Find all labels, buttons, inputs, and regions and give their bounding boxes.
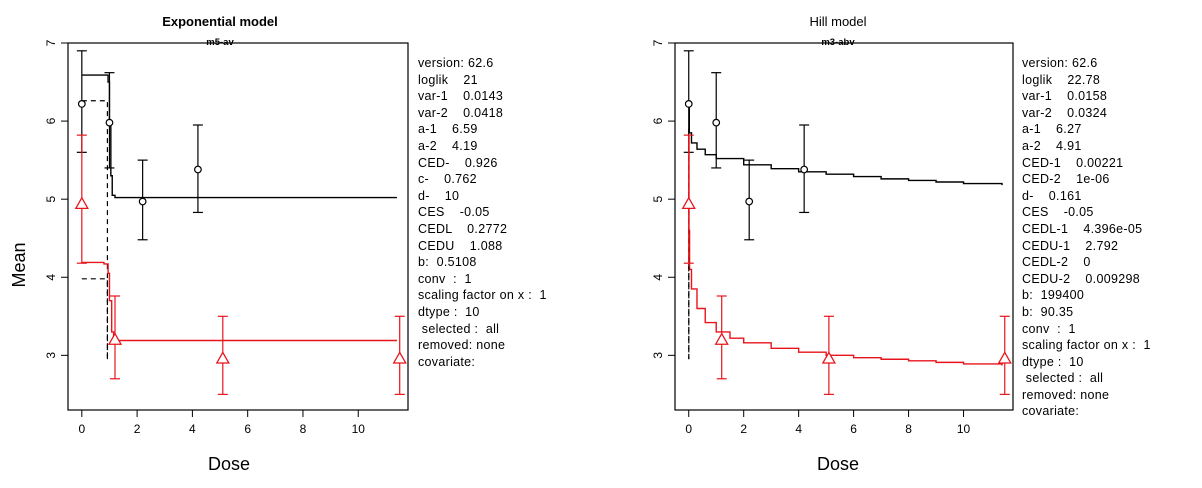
data-point [681, 196, 696, 210]
plot-area: 0 2 4 6 8 10 3 4 5 6 7 [44, 39, 409, 436]
x-tick-label: 4 [189, 422, 196, 436]
y-tick-label: 6 [44, 117, 58, 124]
y-tick-label: 3 [651, 352, 665, 359]
y-tick-label: 4 [44, 274, 58, 281]
y-tick-label: 7 [651, 39, 665, 46]
data-point [745, 197, 754, 206]
summary-line: conv : 1 [1022, 321, 1076, 336]
summary-line: c- 0.762 [418, 172, 477, 187]
y-tick-label: 7 [44, 39, 58, 46]
right-model-summary: version: 62.6 loglik 22.78 var-1 0.0158 var… [1022, 55, 1151, 420]
summary-line: CEDL 0.2772 [418, 221, 508, 236]
data-point [714, 332, 729, 345]
summary-line: CED- 0.926 [418, 155, 498, 170]
y-tick-label: 4 [651, 274, 665, 281]
summary-line: a-1 6.27 [1022, 122, 1082, 137]
summary-line: scaling factor on x : 1 [1022, 338, 1151, 353]
summary-line: dtype : 10 [1022, 354, 1084, 369]
summary-line: CEDU 1.088 [418, 238, 503, 253]
summary-line: var-2 0.0418 [418, 105, 504, 120]
x-tick-label: 2 [134, 422, 141, 436]
summary-line: var-2 0.0324 [1022, 105, 1108, 120]
summary-line: b: 0.5108 [418, 255, 477, 270]
data-point [684, 100, 693, 108]
data-point [74, 196, 89, 210]
summary-line: d- 0.161 [1022, 188, 1082, 203]
summary-line: b: 90.35 [1022, 304, 1074, 319]
y-tick-label: 5 [651, 196, 665, 203]
data-point [194, 165, 202, 174]
summary-line: CEDU-1 2.792 [1022, 238, 1119, 253]
fitted-curve [81, 261, 397, 342]
data-point [107, 332, 123, 345]
chart-title: Exponential model [162, 14, 278, 29]
summary-line: b: 199400 [1022, 288, 1085, 303]
left-model-summary: version: 62.6 loglik 21 var-1 0.0143 var-2 … [418, 55, 547, 370]
plot-frame [674, 42, 1014, 411]
summary-line: CEDL-1 4.396e-05 [1022, 221, 1143, 236]
ced-dashed-line [81, 278, 109, 360]
data-point [215, 351, 230, 364]
summary-line: version: 62.6 [418, 56, 494, 70]
summary-line: var-1 0.0158 [1022, 89, 1108, 104]
summary-line: CES -0.05 [418, 205, 490, 220]
summary-line: var-1 0.0143 [418, 89, 504, 104]
y-tick-label: 5 [44, 196, 58, 203]
fitted-curve [81, 74, 397, 199]
summary-line: dtype : 10 [418, 304, 480, 319]
summary-line: a-2 4.91 [1022, 138, 1082, 153]
summary-line: CEDL-2 0 [1022, 255, 1091, 270]
summary-line: removed: none [418, 338, 506, 353]
summary-line: CEDU-2 0.009298 [1022, 271, 1140, 286]
x-tick-label: 6 [850, 422, 857, 436]
x-tick-label: 10 [352, 422, 366, 436]
fitted-curve [688, 136, 1003, 366]
plot-frame [67, 42, 409, 411]
x-tick-label: 0 [78, 422, 85, 436]
summary-line: version: 62.6 [1022, 56, 1098, 70]
x-tick-label: 2 [740, 422, 747, 436]
summary-line: CES -0.05 [1022, 205, 1094, 220]
y-tick-label: 6 [651, 117, 665, 124]
summary-line: a-2 4.19 [418, 138, 478, 153]
summary-line: loglik 22.78 [1022, 72, 1101, 87]
x-axis-label: Dose [208, 454, 250, 474]
data-point [821, 351, 837, 364]
summary-line: CED-2 1e-06 [1022, 172, 1110, 187]
x-tick-label: 8 [905, 422, 912, 436]
summary-line: CED-1 0.00221 [1022, 155, 1124, 170]
summary-line: scaling factor on x : 1 [418, 288, 547, 303]
y-tick-label: 3 [44, 352, 58, 359]
summary-line: loglik 21 [418, 72, 478, 87]
y-axis-label: Mean [9, 242, 29, 287]
summary-line: selected : all [418, 321, 500, 336]
data-point [800, 165, 809, 174]
summary-line: a-1 6.59 [418, 122, 478, 137]
ced-dashed-line [81, 100, 109, 360]
x-tick-label: 10 [957, 422, 971, 436]
data-point [138, 197, 147, 206]
summary-line: covariate: [418, 354, 476, 369]
x-tick-label: 4 [795, 422, 802, 436]
summary-line: removed: none [1022, 387, 1110, 402]
x-tick-label: 6 [244, 422, 251, 436]
summary-line: conv : 1 [418, 271, 472, 286]
x-axis-label: Dose [817, 454, 859, 474]
summary-line: d- 10 [418, 188, 460, 203]
chart-title: Hill model [809, 14, 866, 29]
x-tick-label: 8 [300, 422, 307, 436]
fitted-curve [688, 104, 1003, 186]
summary-line: covariate: [1022, 404, 1080, 419]
data-point [392, 351, 407, 364]
summary-line: selected : all [1022, 371, 1104, 386]
data-point [997, 351, 1012, 364]
x-tick-label: 0 [685, 422, 692, 436]
data-point [105, 118, 114, 127]
data-point [712, 118, 721, 127]
plot-area: 0 2 4 6 8 10 3 4 5 6 7 [651, 39, 1014, 436]
data-point [77, 100, 86, 108]
